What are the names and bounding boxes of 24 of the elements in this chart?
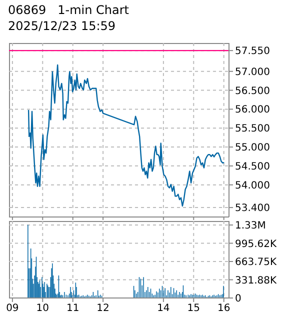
y-tick-label: 56.000: [235, 104, 270, 116]
y-tick-label: 57.550: [235, 46, 270, 58]
chart-title: 06869 1-min Chart: [8, 3, 130, 17]
chart-subtitle: 2025/12/23 15:59: [8, 19, 116, 33]
line-series: [28, 64, 225, 207]
y-tick-label: 56.500: [235, 86, 270, 97]
x-tick-label: 12: [96, 303, 110, 314]
x-tick-label: 15: [187, 303, 200, 314]
x-tick-label: 09: [6, 303, 19, 314]
y-tick-label: 54.000: [235, 180, 270, 192]
y-tick-label: 0: [235, 294, 242, 305]
x-tick-label: 14: [157, 303, 170, 314]
x-tick-label: 16: [217, 303, 230, 314]
x-tick-label: 11: [66, 303, 80, 314]
y-tick-label: 1.33M: [235, 220, 266, 232]
x-tick-label: 10: [36, 303, 50, 314]
y-tick-label: 53.400: [235, 203, 270, 214]
y-tick-label: 331.88K: [235, 275, 277, 286]
y-tick-label: 55.000: [235, 142, 270, 154]
y-tick-label: 55.500: [235, 124, 270, 135]
y-tick-label: 57.000: [235, 66, 270, 78]
y-tick-label: 54.500: [235, 161, 270, 172]
y-tick-label: 995.62K: [235, 238, 277, 250]
y-tick-label: 663.75K: [235, 257, 277, 268]
